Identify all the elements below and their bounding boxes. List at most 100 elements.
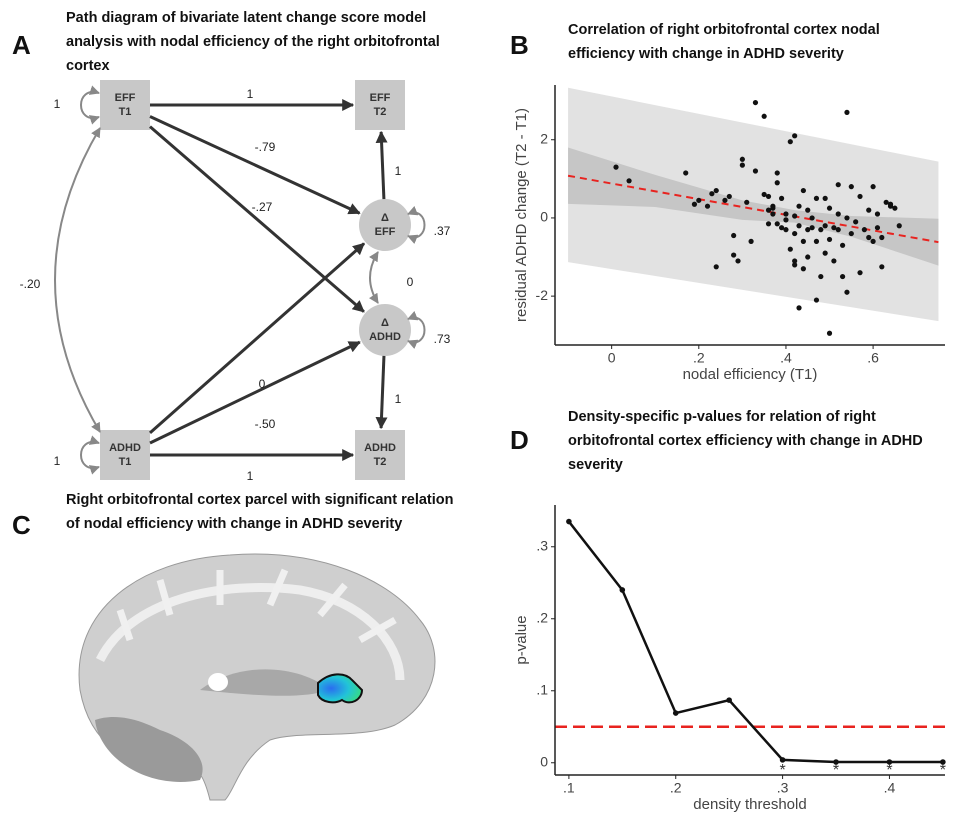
data-point	[731, 233, 736, 238]
data-point	[788, 139, 793, 144]
y-axis-label: residual ADHD change (T2 - T1)	[513, 108, 530, 322]
data-point	[836, 227, 841, 232]
data-point	[775, 180, 780, 185]
data-point	[827, 237, 832, 242]
variance-loop	[81, 442, 99, 468]
data-point	[783, 217, 788, 222]
panel-letter: B	[510, 30, 529, 61]
data-point	[849, 231, 854, 236]
edge-label: .73	[434, 332, 451, 346]
data-point	[831, 258, 836, 263]
node-label: EFF	[115, 92, 136, 104]
node-label: EFF	[370, 92, 391, 104]
data-point	[871, 239, 876, 244]
path-arrow	[381, 132, 384, 199]
data-point	[775, 221, 780, 226]
panel-title: Correlation of right orbitofrontal corte…	[568, 18, 948, 66]
data-point	[709, 191, 714, 196]
data-point	[740, 163, 745, 168]
data-point	[818, 274, 823, 279]
panel-letter: A	[12, 30, 31, 61]
data-point	[823, 223, 828, 228]
y-tick-label: .1	[536, 681, 548, 697]
data-point	[696, 198, 701, 203]
edge-label: -.20	[20, 277, 41, 291]
data-point	[775, 170, 780, 175]
edge-label: -.50	[255, 417, 276, 431]
node-label: T1	[119, 456, 132, 468]
data-point	[862, 227, 867, 232]
data-point	[792, 262, 797, 267]
node-label: Δ	[381, 317, 389, 329]
covariance-arrow	[370, 252, 378, 303]
data-point	[726, 697, 732, 703]
data-point	[796, 204, 801, 209]
data-point	[722, 198, 727, 203]
data-point	[766, 221, 771, 226]
data-point	[748, 239, 753, 244]
data-point	[814, 196, 819, 201]
data-point	[888, 202, 893, 207]
variance-loop	[81, 92, 99, 118]
node-label: ADHD	[109, 442, 141, 454]
data-point	[692, 202, 697, 207]
y-axis-label: p-value	[513, 615, 530, 664]
edge-label: 1	[247, 87, 254, 101]
data-point	[871, 184, 876, 189]
x-tick-label: .1	[563, 780, 575, 796]
node-label: ADHD	[364, 442, 396, 454]
y-tick-label: .3	[536, 537, 548, 553]
data-point	[762, 114, 767, 119]
data-point	[844, 215, 849, 220]
data-point	[792, 133, 797, 138]
y-tick-label: 2	[540, 130, 548, 146]
figure: EFFT1EFFT2ΔEFFΔADHDADHDT1ADHDT21-.79-.27…	[0, 0, 954, 827]
edge-label: 1	[54, 97, 61, 111]
data-point	[705, 204, 710, 209]
panel-title: Right orbitofrontal cortex parcel with s…	[66, 488, 466, 536]
data-point	[897, 223, 902, 228]
data-point	[875, 211, 880, 216]
panel-title: Path diagram of bivariate latent change …	[66, 6, 471, 78]
data-point	[809, 215, 814, 220]
x-tick-label: .4	[780, 350, 792, 366]
data-point	[779, 196, 784, 201]
data-point	[875, 225, 880, 230]
y-tick-label: 0	[540, 753, 548, 769]
data-point	[683, 170, 688, 175]
significance-mark: *	[940, 762, 946, 779]
x-axis-label: density threshold	[693, 796, 806, 813]
data-point	[814, 297, 819, 302]
data-point	[879, 235, 884, 240]
edge-label: 1	[54, 454, 61, 468]
data-point	[844, 110, 849, 115]
x-tick-label: .6	[867, 350, 879, 366]
edge-label: -.27	[252, 200, 273, 214]
y-tick-label: .2	[536, 609, 548, 625]
data-point	[770, 211, 775, 216]
data-point	[849, 184, 854, 189]
path-arrow	[150, 117, 360, 214]
data-point	[827, 331, 832, 336]
data-point	[818, 227, 823, 232]
data-point	[801, 188, 806, 193]
x-axis-label: nodal efficiency (T1)	[683, 366, 818, 383]
edge-label: -.79	[255, 140, 276, 154]
data-point	[801, 266, 806, 271]
data-point	[857, 194, 862, 199]
path-arrow	[150, 244, 364, 433]
brain-image	[79, 554, 435, 800]
panel-letter: D	[510, 425, 529, 456]
edge-label: .37	[434, 224, 451, 238]
data-point	[735, 258, 740, 263]
data-point	[879, 264, 884, 269]
x-tick-label: 0	[608, 350, 616, 366]
data-point	[744, 200, 749, 205]
node-label: T2	[374, 456, 387, 468]
node-label: ADHD	[369, 331, 401, 343]
data-point	[753, 100, 758, 105]
data-point	[853, 219, 858, 224]
data-point	[857, 270, 862, 275]
data-point	[783, 227, 788, 232]
